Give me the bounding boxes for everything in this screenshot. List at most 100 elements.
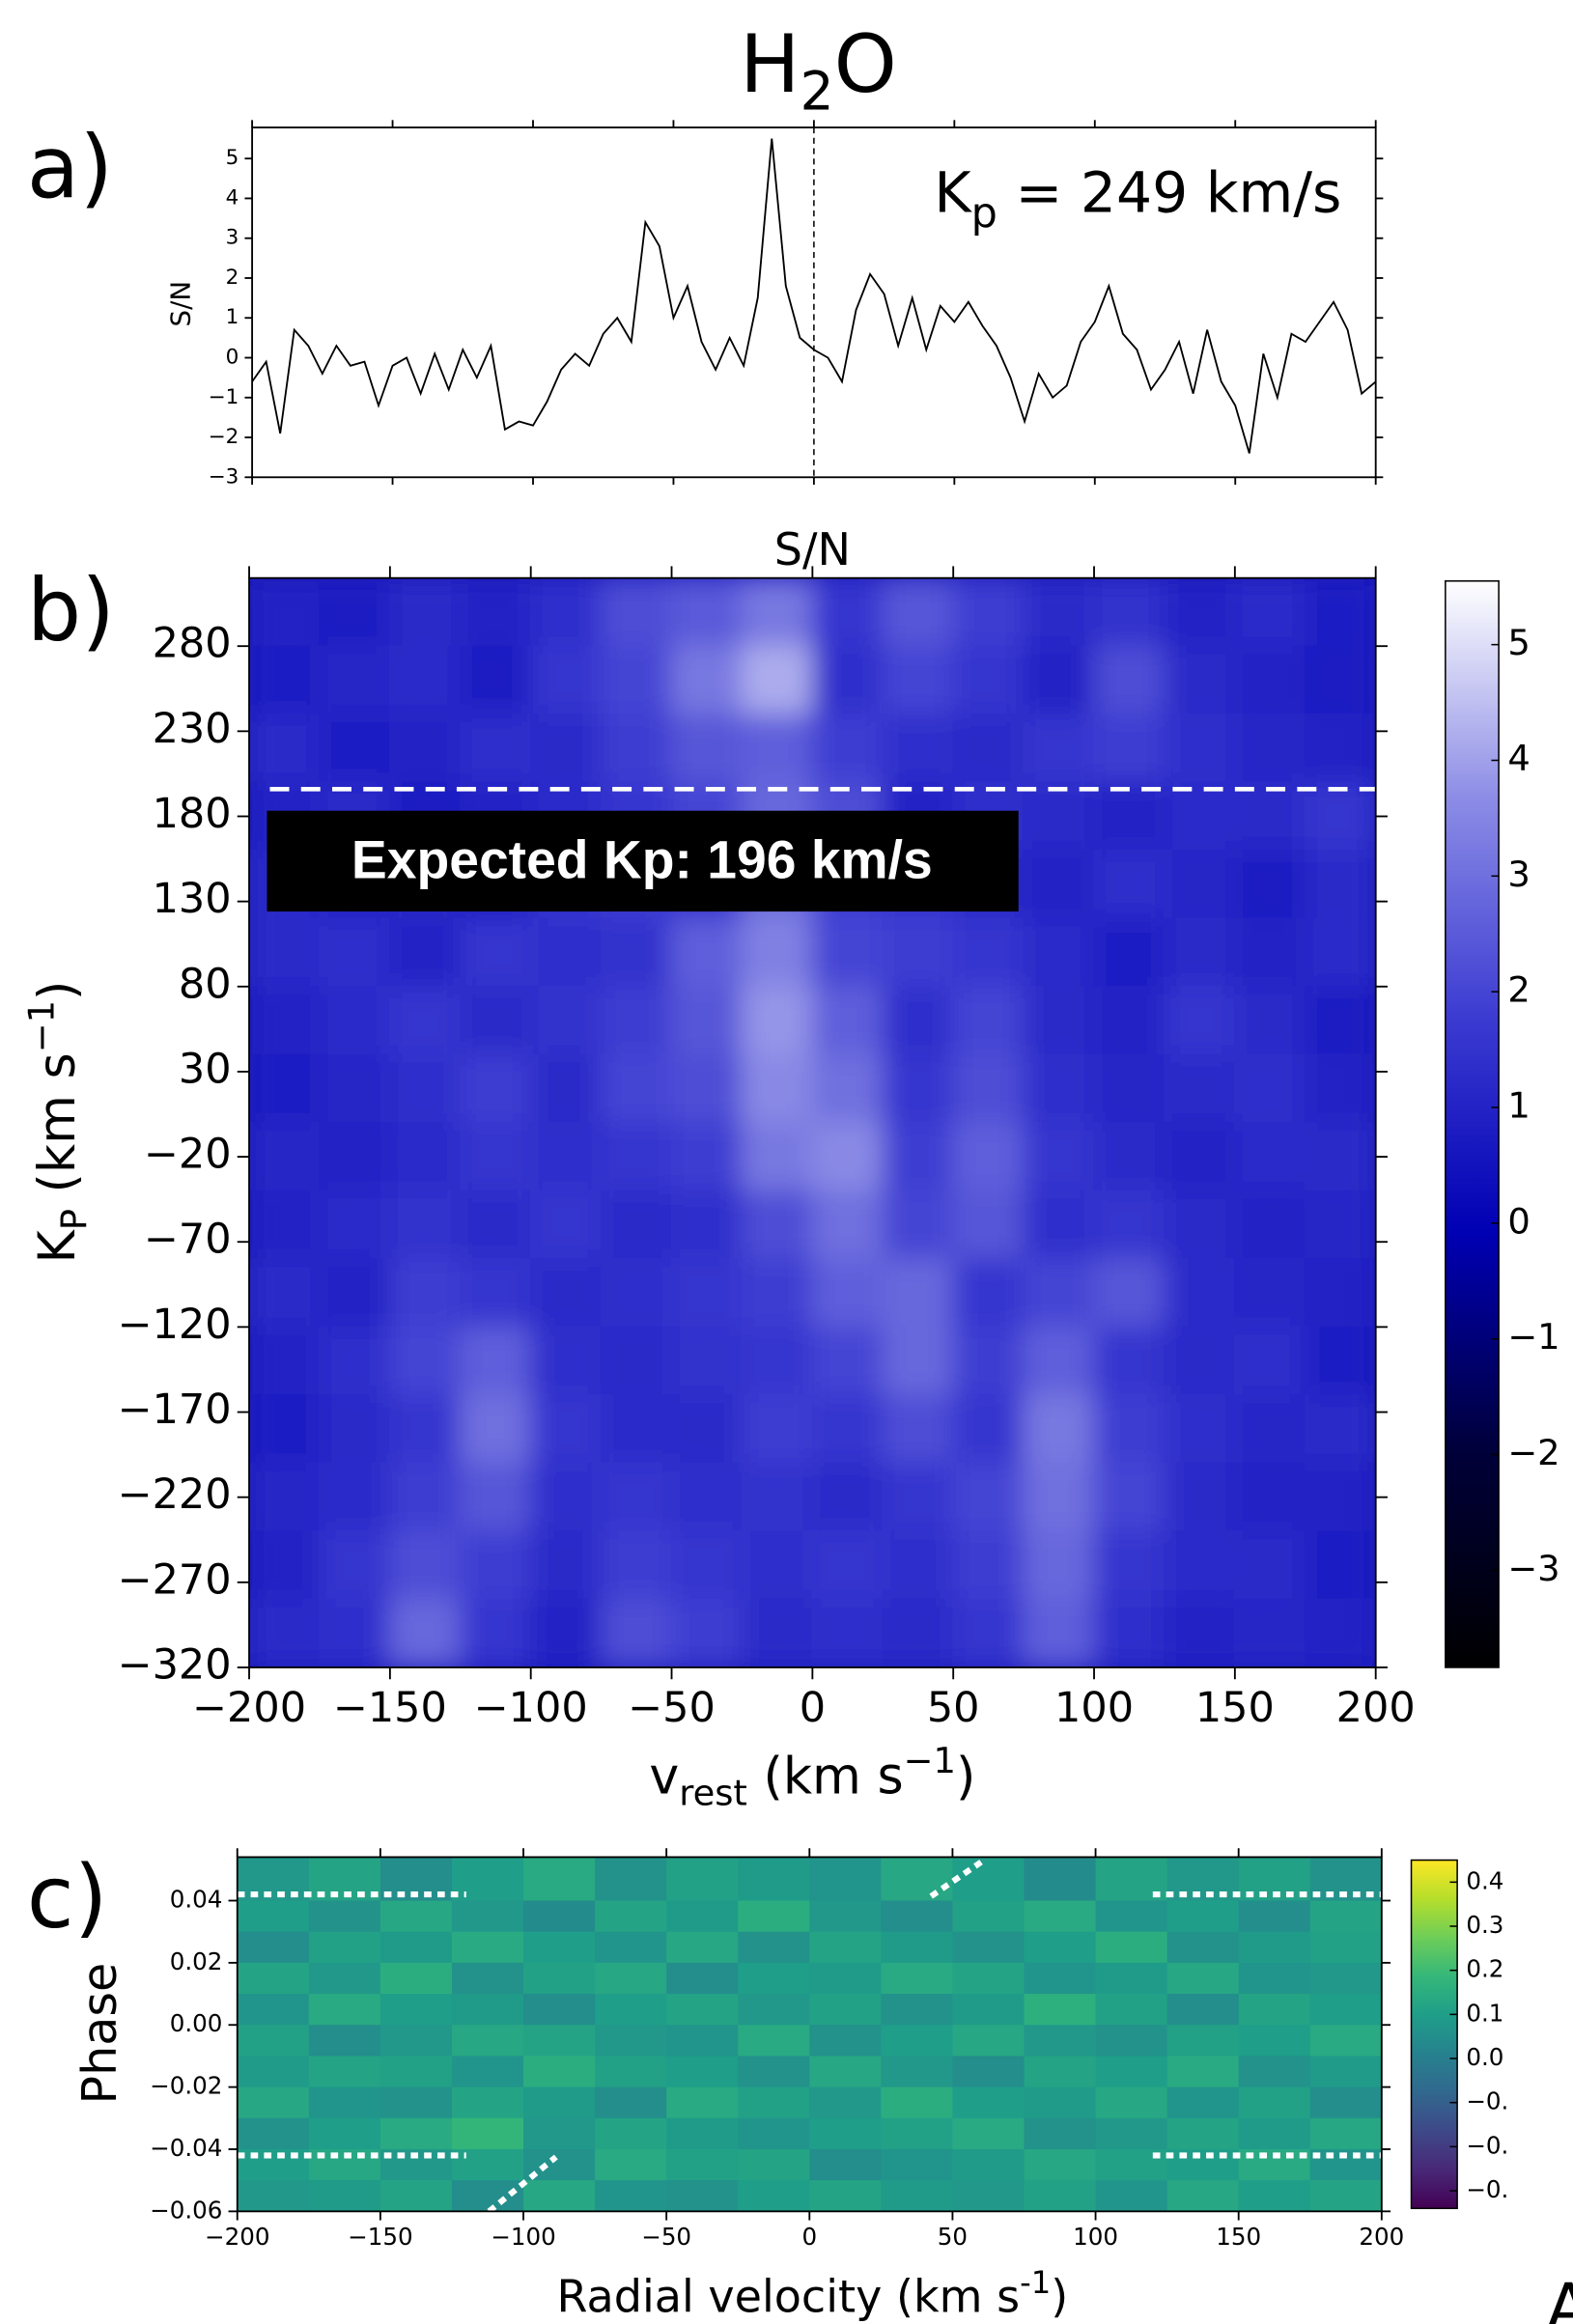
x-tick-label: −100 [491, 2223, 555, 2251]
heat-cell [952, 1258, 1025, 1329]
heat-cell [451, 1931, 524, 1964]
x-tick-label: 100 [1073, 2223, 1118, 2251]
heat-cell [811, 1190, 885, 1260]
heat-cell [741, 1326, 814, 1396]
heat-cell [451, 1994, 524, 2026]
heat-cell [811, 1598, 885, 1667]
heat-cell [600, 1190, 673, 1260]
heat-cell [237, 1994, 310, 2026]
heat-cell [1024, 2086, 1097, 2119]
heat-cell [460, 577, 532, 647]
heat-cell [529, 1053, 603, 1124]
heat-cell [952, 1530, 1025, 1601]
y-tick-label: −0.06 [150, 2196, 222, 2224]
heat-cell [882, 1462, 954, 1532]
colorbar-tick-label: 0.2 [1466, 1955, 1503, 1983]
heat-cell [952, 1326, 1025, 1396]
heat-cell [809, 1900, 882, 1933]
heat-cell [882, 1530, 954, 1601]
heat-cell [670, 1053, 744, 1124]
heat-cell [523, 2117, 596, 2150]
heat-cell [600, 713, 673, 784]
heat-cell [1095, 2025, 1168, 2057]
heat-cell [308, 2117, 381, 2150]
heat-cell [738, 2148, 810, 2181]
label-part: Radial velocity (km s [557, 2271, 1021, 2323]
heat-cell [1309, 2180, 1382, 2212]
heat-cell [1309, 1994, 1382, 2026]
heat-cell [460, 713, 532, 784]
heat-cell [460, 1326, 532, 1396]
heat-cell [308, 1962, 381, 1995]
heat-cell [1238, 2086, 1311, 2119]
y-tick-label: 130 [153, 875, 232, 923]
x-tick-label: 150 [1216, 2223, 1261, 2251]
heat-cell [1023, 1462, 1095, 1532]
colorbar [1445, 579, 1500, 1668]
x-tick-label: −200 [205, 2223, 269, 2251]
heat-cell [529, 917, 603, 988]
heat-cell [600, 1053, 673, 1124]
heat-cell [1024, 2148, 1097, 2181]
heat-cell [670, 1394, 744, 1465]
heat-cell [451, 2180, 524, 2212]
annotation: Expected Kp: 196 km/s [351, 830, 933, 890]
colorbar-tick-label: 1 [1507, 1084, 1530, 1126]
heat-cell [952, 917, 1025, 988]
label-sub: rest [679, 1773, 747, 1814]
heat-cell [952, 645, 1025, 715]
heat-cell [1234, 781, 1306, 852]
heat-cell [1238, 2117, 1311, 2150]
y-axis-label: KP (km s−1) [20, 981, 95, 1264]
colorbar-tick-label: 0.0 [1466, 2043, 1503, 2071]
heat-cell [1095, 1900, 1168, 1933]
heat-cell [952, 713, 1025, 784]
heat-cell [1305, 1394, 1376, 1465]
heat-cell [460, 917, 532, 988]
heat-cell [738, 1931, 810, 1964]
heat-cell [952, 1994, 1025, 2026]
heat-cell [389, 1258, 462, 1329]
heat-cell [523, 1994, 596, 2026]
heat-cell [529, 713, 603, 784]
heat-cell [1234, 645, 1306, 715]
heat-cell [523, 1857, 596, 1901]
heat-cell [1023, 917, 1095, 988]
heat-cell [529, 1326, 603, 1396]
heat-cell [308, 1900, 381, 1933]
heat-cell [666, 1994, 739, 2026]
colorbar-tick-label: 0 [1507, 1200, 1530, 1242]
heat-cell [1305, 1053, 1376, 1124]
heat-cell [952, 2180, 1025, 2212]
y-tick-label: −20 [144, 1131, 232, 1179]
heat-cell [670, 1190, 744, 1260]
heat-cell [738, 1857, 810, 1901]
x-tick-label: 150 [1195, 1684, 1275, 1732]
heat-cell [1309, 2056, 1382, 2088]
heat-cell [1164, 849, 1236, 920]
heat-cell [237, 2086, 310, 2119]
heat-cell [1023, 781, 1095, 852]
heat-cell [1164, 1326, 1236, 1396]
heat-cell [811, 1394, 885, 1465]
heat-cell [529, 577, 603, 647]
heat-cell [881, 2180, 953, 2212]
x-tick-label: −150 [333, 1684, 447, 1732]
heat-cell [670, 1122, 744, 1192]
label-sub: P [53, 1209, 95, 1230]
heat-cell [451, 2117, 524, 2150]
heat-cell [1164, 781, 1236, 852]
heat-cell [600, 1122, 673, 1192]
heat-cell [1309, 1931, 1382, 1964]
heat-cell [741, 986, 814, 1056]
heat-cell [1023, 849, 1095, 920]
heat-cell [1166, 2025, 1240, 2057]
heat-cell [809, 2086, 882, 2119]
heat-cell [666, 2180, 739, 2212]
heat-cell [1166, 2056, 1240, 2088]
heat-cell [319, 986, 391, 1056]
x-tick-label: 200 [1336, 1684, 1416, 1732]
annotation-box [267, 810, 1019, 912]
heat-cell [460, 1530, 532, 1601]
heat-cell [1164, 713, 1236, 784]
